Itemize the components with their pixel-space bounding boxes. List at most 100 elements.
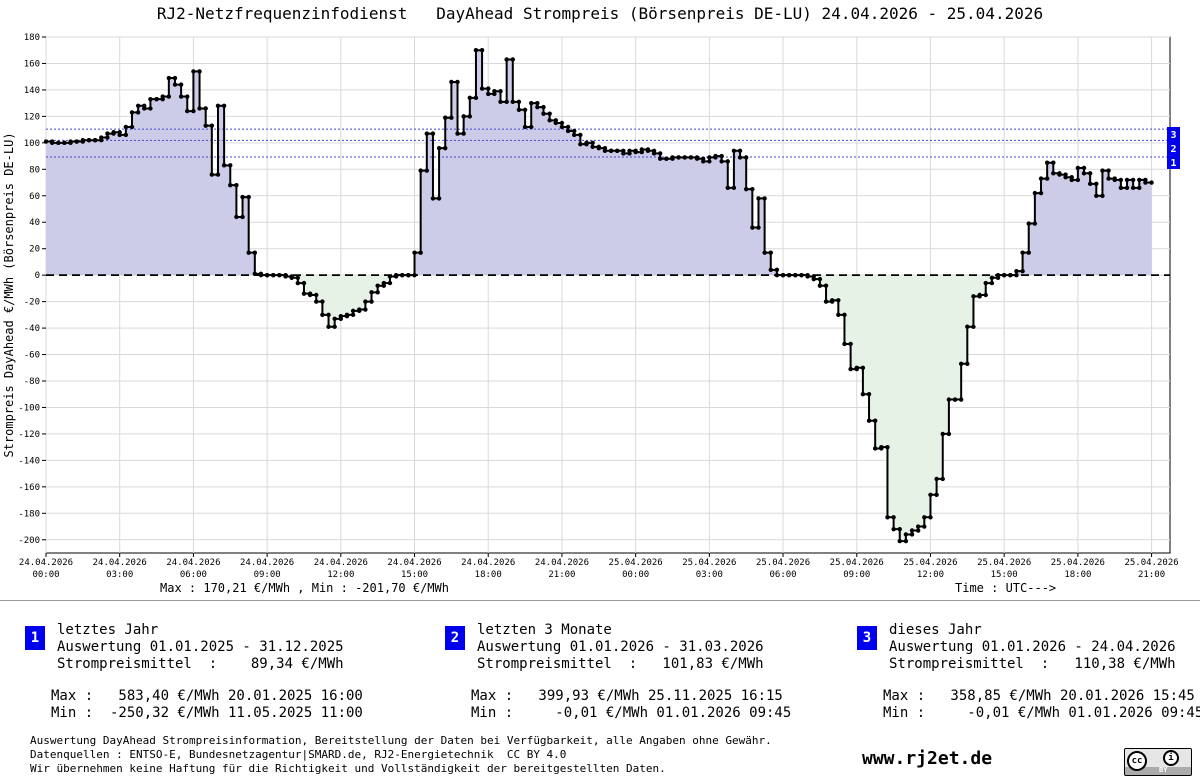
data-point (142, 106, 147, 111)
data-point (909, 528, 915, 533)
data-point (535, 100, 540, 106)
data-point (135, 103, 141, 109)
data-point (596, 145, 601, 151)
data-point (461, 114, 466, 119)
data-point (633, 149, 638, 155)
data-point (651, 151, 657, 156)
data-point (756, 225, 761, 230)
data-point (922, 524, 927, 529)
price-chart: 180 160 140 120 100 80 60 40 20 0 -20 -40 -60 -80 -100… (2, 33, 1180, 595)
data-point (1137, 185, 1142, 191)
x-tick-time: 03:00 (106, 570, 133, 580)
data-point (1094, 193, 1099, 198)
data-point (1118, 185, 1124, 191)
positive-area (46, 50, 1152, 276)
data-point (320, 299, 325, 304)
x-tick-date: 24.04.2026 (166, 558, 220, 568)
data-point (1044, 160, 1050, 165)
data-point (154, 96, 159, 102)
x-tick-date: 25.04.2026 (682, 558, 736, 568)
y-tick-label: -180 (18, 509, 40, 519)
data-point (928, 515, 933, 520)
data-point (946, 431, 952, 437)
data-point (129, 110, 135, 115)
data-point (92, 138, 98, 143)
separator (0, 600, 1200, 601)
data-point (191, 108, 196, 114)
data-point (1094, 181, 1099, 187)
data-point (289, 275, 294, 280)
data-point (842, 312, 847, 318)
data-point (565, 128, 571, 134)
data-point (866, 392, 872, 397)
data-point (314, 299, 319, 304)
data-point (369, 299, 374, 304)
x-tick-time: 21:00 (1138, 570, 1165, 580)
data-point (1106, 168, 1111, 173)
data-point (105, 131, 110, 136)
data-point (743, 186, 749, 192)
data-point (731, 185, 737, 191)
data-point (135, 110, 141, 115)
chart-title: RJ2-Netzfrequenzinfodienst DayAhead Stro… (156, 4, 1044, 23)
x-tick-time: 06:00 (770, 570, 797, 580)
data-point (584, 140, 589, 146)
data-point (467, 114, 473, 119)
data-point (166, 94, 172, 99)
x-tick-time: 00:00 (622, 570, 649, 580)
data-point (197, 106, 202, 111)
data-point (412, 250, 417, 255)
data-point (172, 75, 178, 81)
stat-badge-2: 2 (445, 626, 465, 650)
data-point (762, 250, 767, 255)
data-point (529, 100, 534, 106)
data-point (707, 159, 712, 164)
footer-line-1: Auswertung DayAhead Strompreisinformatio… (30, 734, 772, 747)
y-tick-label: 80 (29, 165, 40, 175)
x-tick-time: 03:00 (696, 570, 723, 580)
website-link[interactable]: www.rj2et.de (862, 748, 993, 769)
data-point (565, 124, 571, 130)
y-tick-label: 60 (29, 192, 40, 202)
data-point (780, 272, 786, 278)
reference-badge-label-1: 1 (1170, 158, 1176, 169)
data-point (811, 276, 816, 282)
data-point (971, 324, 976, 329)
stat-min: Min : -0,01 €/MWh 01.01.2026 09:45 (883, 705, 1200, 721)
x-tick-date: 25.04.2026 (1051, 558, 1105, 568)
data-point (1069, 177, 1074, 183)
data-point (774, 267, 780, 273)
data-point (1026, 221, 1031, 226)
data-point (995, 272, 1001, 278)
data-point (424, 168, 430, 173)
data-point (701, 159, 706, 164)
data-point (375, 290, 380, 295)
stat-period-title: letztes Jahr (57, 622, 159, 638)
data-point (326, 324, 331, 329)
data-point (461, 131, 466, 136)
plot-area (45, 36, 1171, 554)
data-point (455, 131, 460, 136)
stat-max: Max : 399,93 €/MWh 25.11.2025 16:15 (471, 688, 783, 704)
data-point (228, 182, 233, 188)
data-point (1087, 181, 1093, 187)
data-point (1087, 171, 1093, 176)
data-point (234, 214, 239, 220)
y-tick-label: 20 (29, 245, 40, 255)
data-point (185, 94, 190, 99)
x-tick-time: 09:00 (254, 570, 281, 580)
data-point (363, 307, 368, 312)
data-point (737, 155, 743, 160)
data-point (1051, 160, 1056, 165)
y-tick-label: -100 (18, 403, 40, 413)
data-point (1124, 185, 1130, 191)
data-point (166, 75, 172, 81)
data-point (958, 397, 964, 402)
y-tick-label: -60 (24, 351, 40, 361)
data-point (541, 104, 546, 110)
x-tick-time: 18:00 (475, 570, 502, 580)
data-point (350, 312, 356, 318)
stat-maxmin: Max : 583,40 €/MWh 20.01.2025 16:00 Min … (51, 688, 363, 722)
data-point (658, 156, 663, 161)
data-point (479, 48, 485, 53)
